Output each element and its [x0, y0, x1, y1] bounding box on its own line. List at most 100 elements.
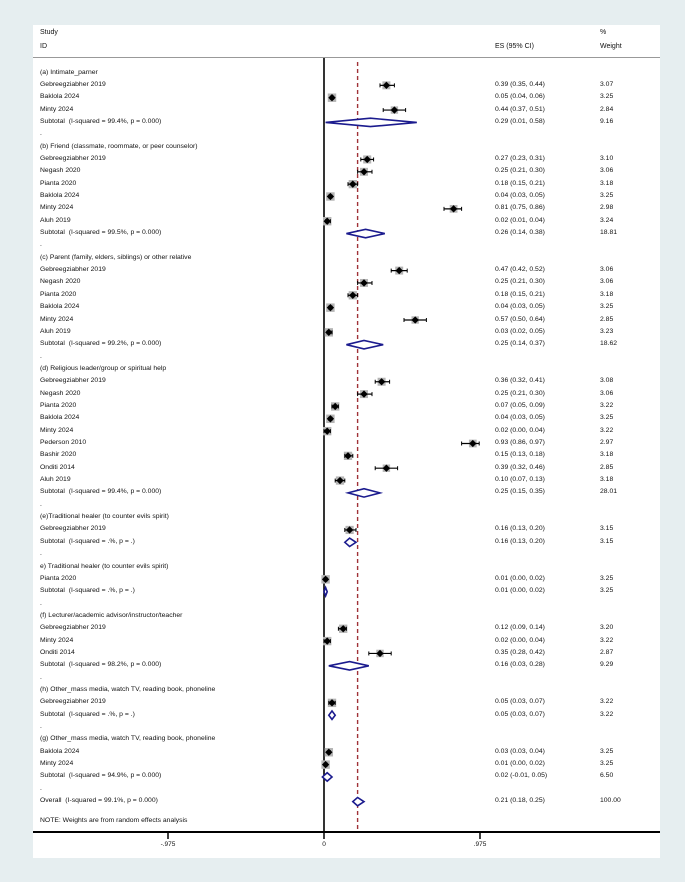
subtotal-label: Subtotal (I-squared = 94.9%, p = 0.000): [40, 772, 162, 780]
weight-value: 6.50: [600, 772, 614, 780]
weight-value: 2.84: [600, 105, 614, 113]
study-row-label: Minty 2024: [40, 760, 74, 768]
es-ci-value: 0.25 (0.21, 0.30): [495, 389, 545, 397]
weight-value: 3.22: [600, 401, 614, 409]
study-row-label: Pederson 2010: [40, 439, 87, 446]
es-ci-value: 0.15 (0.13, 0.18): [495, 451, 545, 459]
es-ci-value: 0.12 (0.09, 0.14): [495, 624, 545, 632]
spacer-dot: .: [40, 673, 42, 681]
es-ci-value: 0.02 (0.01, 0.04): [495, 216, 545, 224]
study-row-label: Onditi 2014: [40, 648, 75, 656]
es-ci-value: 0.03 (0.03, 0.04): [495, 747, 545, 755]
weight-value: 3.15: [600, 537, 614, 545]
x-tick-label: 0: [322, 841, 326, 848]
study-row-label: Bashir 2020: [40, 451, 77, 459]
study-row-label: Baklola 2024: [40, 414, 80, 422]
es-ci-value: 0.10 (0.07, 0.13): [495, 476, 545, 484]
study-row-label: Onditi 2014: [40, 463, 75, 471]
weight-value: 3.15: [600, 525, 614, 533]
es-ci-value: 0.02 (0.00, 0.04): [495, 636, 545, 644]
es-ci-value: 0.81 (0.75, 0.86): [495, 204, 545, 212]
weight-value: 3.25: [600, 414, 614, 422]
group-section-label: (h) Other_mass media, watch TV, reading …: [40, 686, 216, 693]
es-ci-value: 0.02 (-0.01, 0.05): [495, 772, 548, 780]
subtotal-label: Subtotal (I-squared = 99.4%, p = 0.000): [40, 488, 162, 496]
subtotal-label: Subtotal (I-squared = 98.2%, p = 0.000): [40, 661, 162, 669]
weight-value: 3.23: [600, 327, 614, 335]
weight-value: 3.25: [600, 303, 614, 311]
spacer-dot: .: [40, 352, 42, 360]
es-ci-value: 0.01 (0.00, 0.02): [495, 760, 545, 768]
weight-value: 28.01: [600, 488, 618, 496]
subtotal-label: Subtotal (I-squared = 99.5%, p = 0.000): [40, 229, 162, 237]
weight-value: 2.85: [600, 463, 614, 471]
spacer-dot: .: [40, 784, 42, 792]
es-ci-value: 0.25 (0.14, 0.37): [495, 340, 545, 348]
study-row-label: Pianta 2020: [40, 401, 77, 409]
weight-value: 3.22: [600, 710, 614, 718]
es-ci-value: 0.21 (0.18, 0.25): [495, 797, 545, 805]
x-tick-label: .975: [473, 841, 487, 848]
group-section-label: (f) Lecturer/academic advisor/instructor…: [40, 611, 183, 619]
es-ci-value: 0.03 (0.02, 0.05): [495, 327, 545, 335]
weight-value: 18.62: [600, 340, 618, 348]
column-header-weight: Weight: [600, 43, 622, 50]
group-section-label: (b) Friend (classmate, roommate, or peer…: [40, 142, 198, 150]
group-section-label: (e)Traditional healer (to counter evils …: [40, 513, 169, 521]
column-header-es-ci: ES (95% CI): [495, 43, 534, 50]
es-ci-value: 0.57 (0.50, 0.64): [495, 315, 545, 323]
group-section-label: e) Traditional healer (to counter evils …: [40, 562, 169, 570]
weight-value: 3.25: [600, 574, 614, 582]
spacer-dot: .: [40, 500, 42, 508]
es-ci-value: 0.44 (0.37, 0.51): [495, 105, 545, 113]
weight-value: 3.25: [600, 587, 614, 595]
es-ci-value: 0.01 (0.00, 0.02): [495, 574, 545, 582]
weight-value: 2.87: [600, 648, 614, 656]
weight-value: 3.07: [600, 80, 614, 88]
study-row-label: Pianta 2020: [40, 290, 77, 298]
group-section-label: (g) Other_mass media, watch TV, reading …: [40, 735, 216, 743]
es-ci-value: 0.04 (0.03, 0.05): [495, 414, 545, 422]
study-row-label: Pianta 2020: [40, 179, 77, 187]
weight-value: 3.06: [600, 167, 614, 175]
study-row-label: Baklola 2024: [40, 747, 80, 755]
weight-value: 3.18: [600, 451, 614, 459]
es-ci-value: 0.39 (0.32, 0.46): [495, 463, 545, 471]
spacer-dot: .: [40, 723, 42, 731]
study-row-label: Gebreegziabher 2019: [40, 154, 106, 162]
spacer-dot: .: [40, 550, 42, 558]
weight-value: 9.16: [600, 117, 614, 125]
weight-value: 3.20: [600, 624, 614, 632]
study-row-label: Gebreegziabher 2019: [40, 80, 106, 88]
overall-label: Overall (I-squared = 99.1%, p = 0.000): [40, 797, 158, 805]
column-header-id: ID: [40, 43, 47, 50]
study-row-label: Minty 2024: [40, 636, 74, 644]
weight-value: 3.18: [600, 476, 614, 484]
weight-value: 2.97: [600, 439, 614, 446]
weight-value: 3.18: [600, 290, 614, 298]
study-row-label: Negash 2020: [40, 389, 81, 397]
es-ci-value: 0.29 (0.01, 0.58): [495, 117, 545, 125]
weight-value: 100.00: [600, 797, 621, 805]
weight-value: 3.10: [600, 154, 614, 162]
weight-value: 3.18: [600, 179, 614, 187]
es-ci-value: 0.27 (0.23, 0.31): [495, 154, 545, 162]
group-section-label: (a) Intimate_parner: [40, 68, 98, 76]
study-row-label: Minty 2024: [40, 204, 74, 212]
weight-value: 3.06: [600, 389, 614, 397]
study-row-label: Pianta 2020: [40, 574, 77, 582]
weight-value: 3.06: [600, 278, 614, 286]
plot-figure-background: [33, 25, 660, 858]
es-ci-value: 0.39 (0.35, 0.44): [495, 80, 545, 88]
subtotal-label: Subtotal (I-squared = .%, p = .): [40, 710, 135, 718]
es-ci-value: 0.16 (0.13, 0.20): [495, 537, 545, 545]
es-ci-value: 0.35 (0.28, 0.42): [495, 648, 545, 656]
study-row-label: Aluh 2019: [40, 216, 71, 224]
study-row-label: Gebreegziabher 2019: [40, 624, 106, 632]
es-ci-value: 0.05 (0.04, 0.06): [495, 93, 545, 101]
study-row-label: Baklola 2024: [40, 303, 80, 311]
study-row-label: Gebreegziabher 2019: [40, 377, 106, 385]
weight-value: 3.25: [600, 93, 614, 101]
weights-note: NOTE: Weights are from random effects an…: [40, 817, 188, 824]
subtotal-label: Subtotal (I-squared = 99.4%, p = 0.000): [40, 117, 162, 125]
